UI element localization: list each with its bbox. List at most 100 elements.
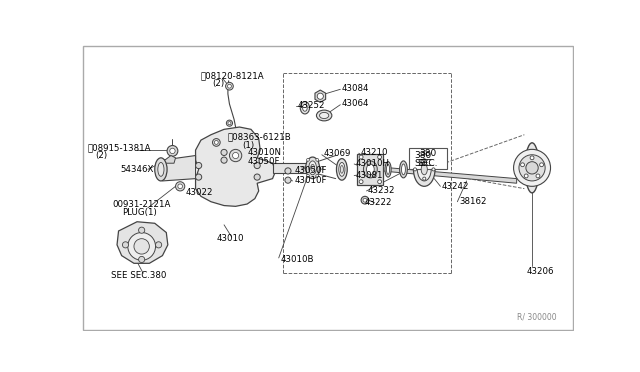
- Polygon shape: [117, 222, 168, 263]
- Text: SEE SEC.380: SEE SEC.380: [111, 271, 166, 280]
- Text: 43232: 43232: [368, 186, 396, 195]
- Circle shape: [170, 148, 175, 154]
- Circle shape: [317, 93, 323, 99]
- Circle shape: [139, 256, 145, 263]
- Text: 43010B: 43010B: [280, 255, 314, 264]
- Ellipse shape: [413, 153, 435, 186]
- Polygon shape: [163, 155, 196, 181]
- Circle shape: [254, 174, 260, 180]
- Circle shape: [196, 174, 202, 180]
- Ellipse shape: [387, 164, 390, 174]
- Circle shape: [156, 242, 162, 248]
- Text: 380: 380: [414, 151, 431, 160]
- Ellipse shape: [155, 158, 167, 181]
- Circle shape: [134, 239, 149, 254]
- Ellipse shape: [367, 164, 374, 175]
- Circle shape: [540, 163, 543, 167]
- Text: Ⓦ08915-1381A: Ⓦ08915-1381A: [88, 143, 151, 152]
- Ellipse shape: [158, 163, 164, 176]
- Text: 43064: 43064: [342, 99, 369, 108]
- Circle shape: [321, 166, 323, 169]
- Text: 43084: 43084: [342, 84, 369, 93]
- Ellipse shape: [401, 164, 405, 175]
- Circle shape: [232, 153, 239, 158]
- Circle shape: [316, 158, 319, 161]
- Circle shape: [167, 145, 178, 156]
- Circle shape: [413, 168, 417, 171]
- Ellipse shape: [308, 161, 316, 175]
- Polygon shape: [196, 127, 276, 206]
- Text: 43050F: 43050F: [247, 157, 280, 166]
- Text: 43242: 43242: [442, 182, 470, 191]
- Text: (1): (1): [242, 141, 254, 150]
- Circle shape: [225, 82, 234, 90]
- Text: 43081: 43081: [356, 171, 383, 180]
- Ellipse shape: [316, 110, 332, 121]
- Text: 43069: 43069: [323, 150, 351, 158]
- Circle shape: [359, 155, 363, 159]
- Text: R/ 300000: R/ 300000: [516, 313, 556, 322]
- Circle shape: [520, 163, 524, 167]
- Text: 54346X: 54346X: [120, 165, 154, 174]
- Text: 43222: 43222: [365, 198, 392, 207]
- Polygon shape: [357, 154, 383, 185]
- Circle shape: [307, 174, 309, 177]
- Text: 43010: 43010: [216, 234, 244, 243]
- Polygon shape: [273, 163, 308, 173]
- Circle shape: [214, 141, 218, 144]
- Circle shape: [524, 174, 528, 178]
- Circle shape: [196, 163, 202, 169]
- Circle shape: [254, 163, 260, 169]
- Circle shape: [122, 242, 129, 248]
- Circle shape: [316, 174, 319, 177]
- Bar: [409, 148, 447, 169]
- Ellipse shape: [340, 166, 344, 173]
- Circle shape: [530, 156, 534, 160]
- Circle shape: [221, 157, 227, 163]
- Circle shape: [302, 166, 305, 169]
- Circle shape: [378, 155, 381, 159]
- Circle shape: [422, 158, 426, 162]
- Text: Ⓐ08120-8121A: Ⓐ08120-8121A: [201, 71, 264, 80]
- Text: 380
SEC.: 380 SEC.: [418, 149, 438, 168]
- Circle shape: [285, 177, 291, 183]
- Circle shape: [361, 196, 369, 204]
- Ellipse shape: [310, 164, 314, 171]
- Text: 43010N: 43010N: [247, 148, 281, 157]
- Circle shape: [513, 150, 550, 186]
- Text: SEC.: SEC.: [414, 159, 435, 168]
- Text: PLUG(1): PLUG(1): [122, 208, 156, 217]
- Text: 43010H: 43010H: [356, 159, 390, 168]
- Text: 43210: 43210: [360, 148, 388, 157]
- Ellipse shape: [300, 102, 310, 114]
- Circle shape: [363, 198, 367, 202]
- Circle shape: [285, 168, 291, 174]
- Polygon shape: [164, 155, 175, 163]
- Ellipse shape: [421, 164, 428, 175]
- Circle shape: [536, 174, 540, 178]
- Circle shape: [227, 84, 232, 88]
- Circle shape: [212, 139, 220, 146]
- Circle shape: [432, 168, 435, 171]
- Circle shape: [228, 122, 231, 125]
- Circle shape: [519, 155, 545, 181]
- Ellipse shape: [339, 163, 345, 176]
- Ellipse shape: [385, 162, 391, 177]
- Ellipse shape: [399, 161, 407, 178]
- Polygon shape: [390, 168, 516, 183]
- Circle shape: [221, 150, 227, 155]
- Polygon shape: [315, 90, 326, 102]
- Circle shape: [128, 232, 156, 260]
- Circle shape: [139, 227, 145, 233]
- Circle shape: [227, 120, 232, 126]
- Text: (2): (2): [212, 78, 225, 88]
- Text: 43206: 43206: [527, 266, 554, 276]
- Text: 43050F: 43050F: [294, 166, 326, 176]
- Text: 43010F: 43010F: [294, 176, 326, 185]
- Ellipse shape: [319, 112, 329, 119]
- Text: Ⓝ08363-6121B: Ⓝ08363-6121B: [228, 132, 292, 141]
- Ellipse shape: [525, 143, 539, 193]
- Text: (2): (2): [95, 151, 108, 160]
- Text: 38162: 38162: [459, 197, 486, 206]
- Ellipse shape: [337, 158, 348, 180]
